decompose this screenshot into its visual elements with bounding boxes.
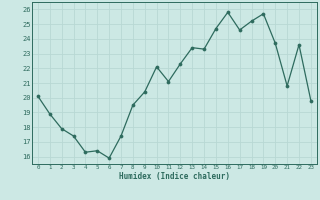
X-axis label: Humidex (Indice chaleur): Humidex (Indice chaleur) (119, 172, 230, 181)
